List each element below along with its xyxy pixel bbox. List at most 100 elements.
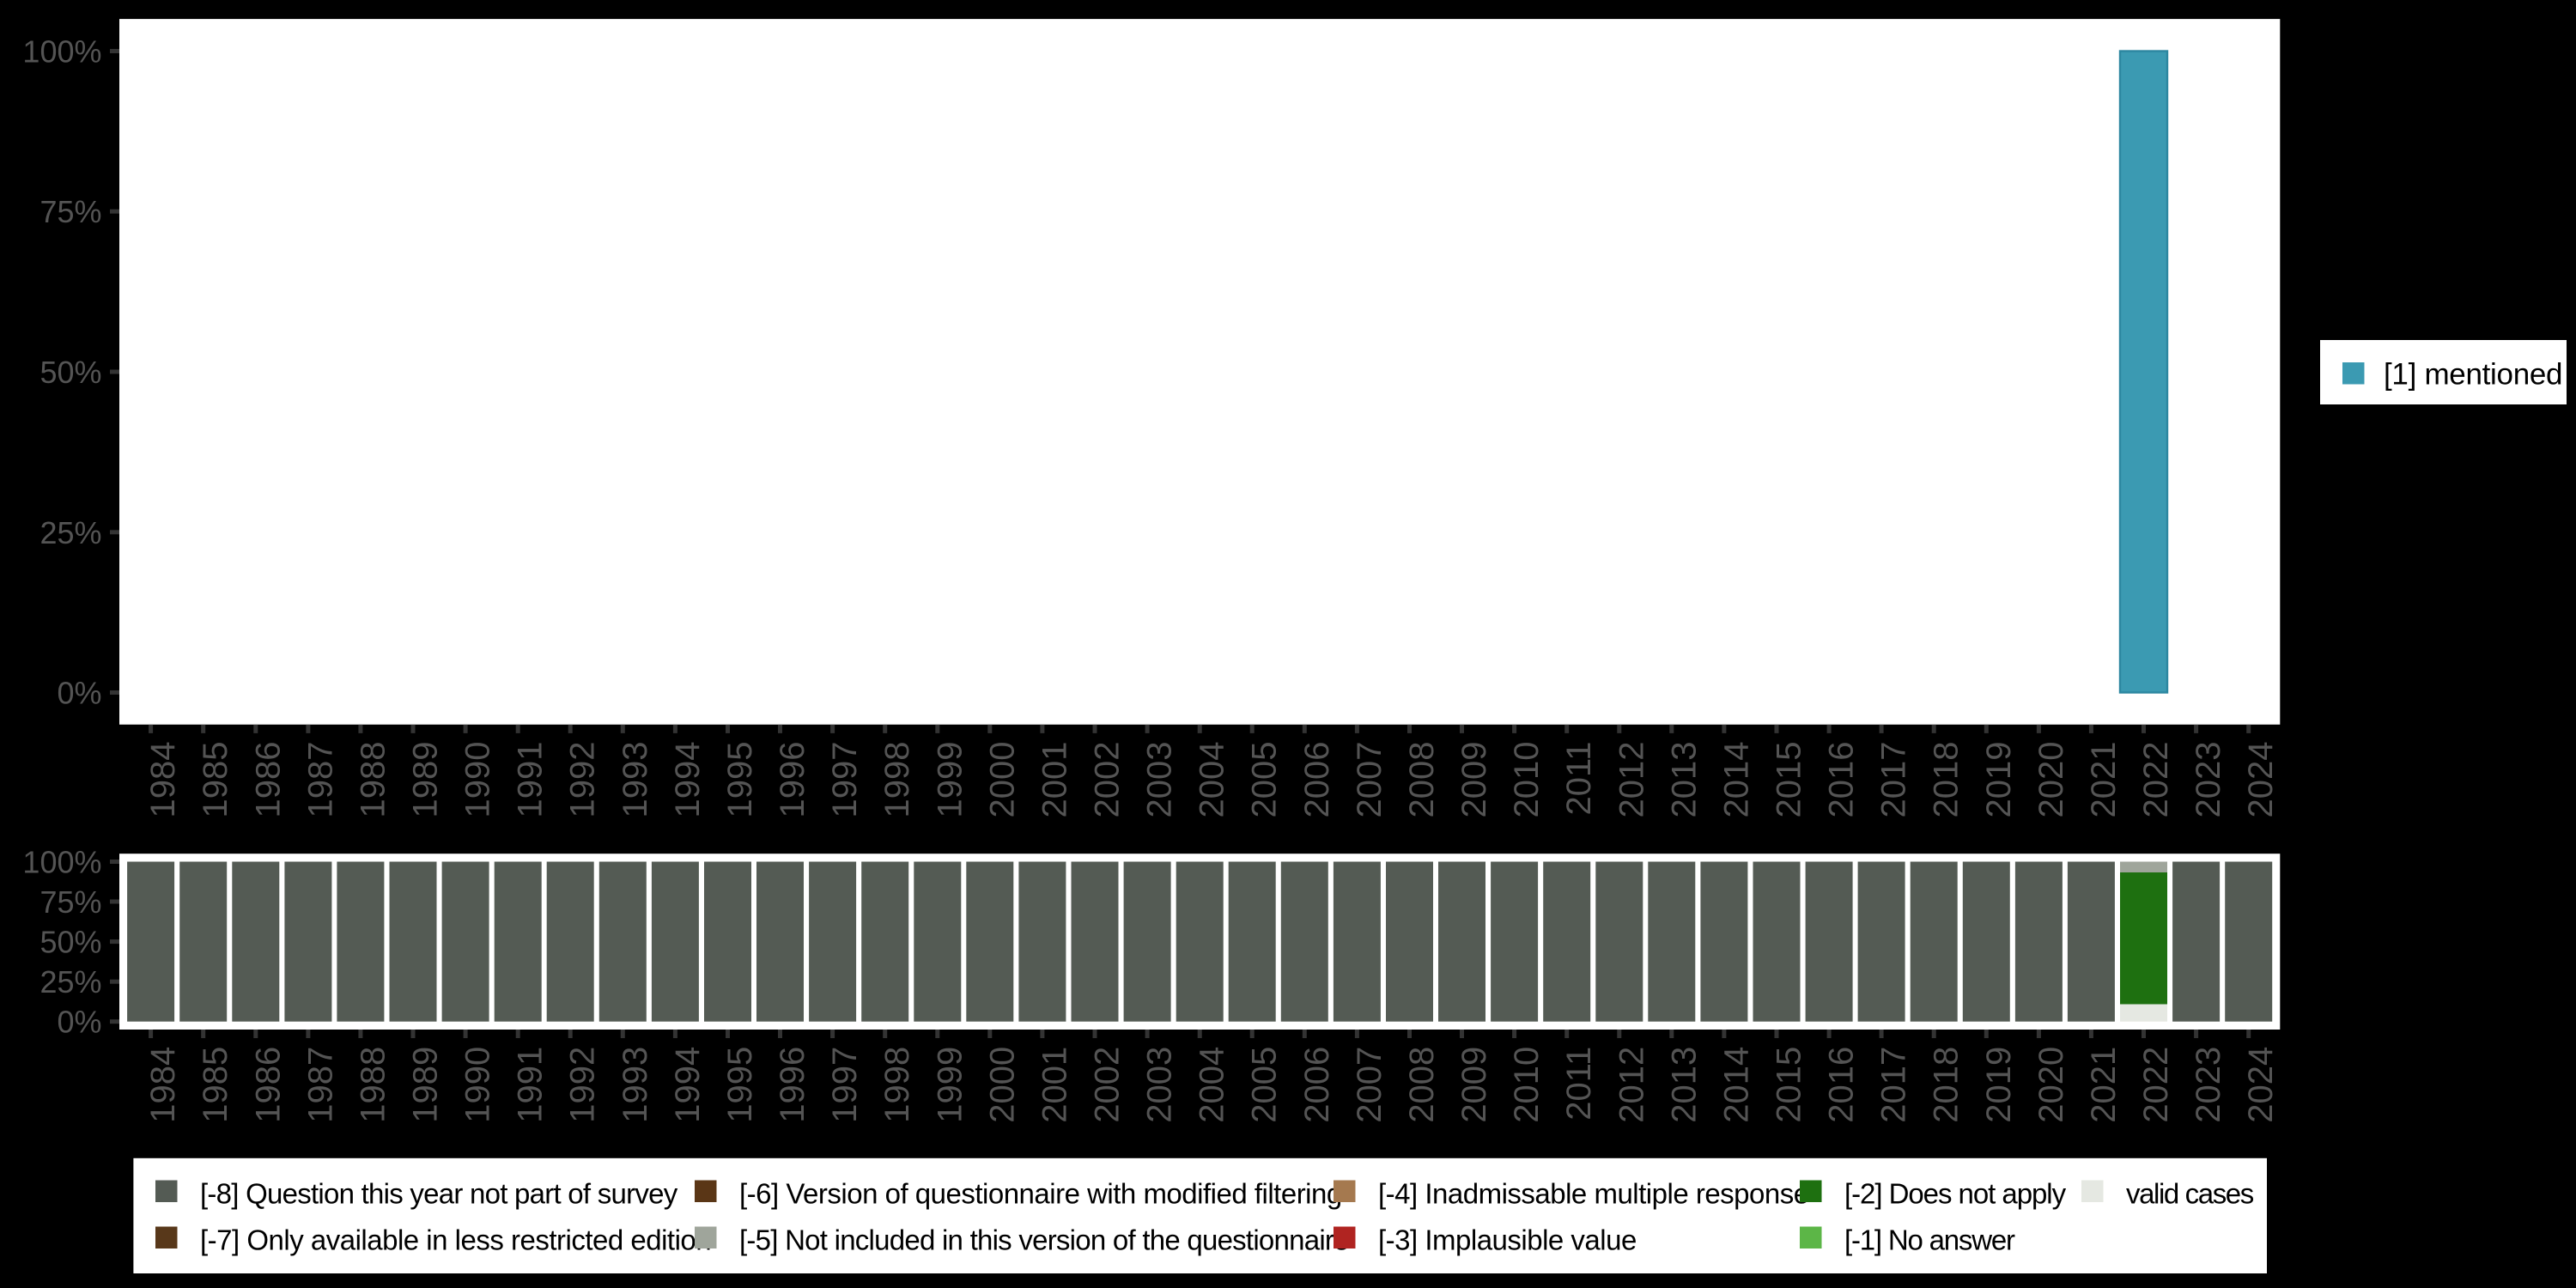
svg-text:[-2] Does not apply: [-2] Does not apply: [1844, 1178, 2067, 1210]
svg-text:valid cases: valid cases: [2126, 1178, 2254, 1210]
svg-text:2002: 2002: [1089, 742, 1127, 818]
svg-text:2001: 2001: [1036, 1047, 1073, 1123]
svg-text:2010: 2010: [1508, 742, 1546, 818]
svg-text:1985: 1985: [197, 1047, 234, 1123]
svg-text:0%: 0%: [57, 676, 101, 711]
svg-text:2008: 2008: [1403, 1047, 1441, 1123]
svg-text:2013: 2013: [1665, 1047, 1703, 1123]
svg-text:1989: 1989: [407, 742, 445, 818]
svg-text:1994: 1994: [669, 742, 707, 818]
svg-text:[-7] Only available in less re: [-7] Only available in less restricted e…: [200, 1224, 711, 1256]
svg-text:2021: 2021: [2085, 742, 2123, 818]
svg-text:75%: 75%: [39, 884, 101, 920]
svg-text:2024: 2024: [2242, 1047, 2280, 1123]
svg-text:2014: 2014: [1717, 741, 1755, 817]
svg-text:2004: 2004: [1194, 742, 1231, 818]
svg-text:50%: 50%: [39, 925, 101, 960]
svg-text:2000: 2000: [983, 1047, 1021, 1123]
svg-text:1984: 1984: [144, 1047, 182, 1123]
svg-text:1984: 1984: [144, 742, 182, 818]
svg-text:1999: 1999: [931, 742, 969, 818]
svg-text:2006: 2006: [1298, 1047, 1336, 1123]
svg-text:1986: 1986: [249, 742, 287, 818]
svg-text:2012: 2012: [1613, 742, 1650, 818]
svg-text:1995: 1995: [721, 742, 759, 818]
svg-text:2016: 2016: [1823, 1047, 1861, 1123]
svg-text:25%: 25%: [39, 964, 101, 999]
svg-text:[-1] No answer: [-1] No answer: [1844, 1224, 2015, 1256]
svg-text:25%: 25%: [39, 515, 101, 550]
svg-text:2015: 2015: [1771, 1047, 1808, 1123]
svg-text:2019: 2019: [1980, 1047, 2018, 1123]
svg-text:[-6] Version of questionnaire: [-6] Version of questionnaire with modif…: [739, 1178, 1342, 1210]
svg-text:2006: 2006: [1298, 742, 1336, 818]
svg-text:1997: 1997: [826, 742, 864, 818]
svg-text:2012: 2012: [1613, 1047, 1650, 1123]
svg-text:[-4] Inadmissable multiple res: [-4] Inadmissable multiple response: [1378, 1178, 1809, 1210]
svg-text:1994: 1994: [669, 1047, 707, 1123]
svg-text:1985: 1985: [197, 742, 234, 818]
svg-text:2008: 2008: [1403, 742, 1441, 818]
svg-text:2021: 2021: [2085, 1047, 2123, 1123]
svg-text:1993: 1993: [617, 1047, 654, 1123]
svg-text:1987: 1987: [301, 1047, 339, 1123]
svg-text:2024: 2024: [2242, 742, 2280, 818]
svg-text:[-8] Question this year not pa: [-8] Question this year not part of surv…: [200, 1178, 678, 1210]
svg-text:2001: 2001: [1036, 742, 1073, 818]
svg-text:2020: 2020: [2032, 1047, 2070, 1123]
svg-text:2007: 2007: [1351, 742, 1388, 818]
svg-text:1988: 1988: [354, 742, 392, 818]
svg-text:1990: 1990: [459, 742, 497, 818]
svg-text:[1] mentioned: [1] mentioned: [2384, 358, 2562, 392]
svg-text:1995: 1995: [721, 1047, 759, 1123]
svg-text:2022: 2022: [2137, 742, 2175, 818]
svg-text:1998: 1998: [878, 1047, 916, 1123]
svg-text:50%: 50%: [39, 355, 101, 390]
svg-text:1999: 1999: [931, 1047, 969, 1123]
svg-text:1991: 1991: [512, 1047, 550, 1123]
svg-text:2002: 2002: [1089, 1047, 1127, 1123]
svg-text:2015: 2015: [1771, 742, 1808, 818]
svg-text:100%: 100%: [22, 34, 101, 70]
svg-text:1996: 1996: [774, 742, 811, 818]
svg-text:2018: 2018: [1928, 1047, 1965, 1123]
svg-text:1986: 1986: [249, 1047, 287, 1123]
svg-text:1993: 1993: [617, 742, 654, 818]
svg-text:1997: 1997: [826, 1047, 864, 1123]
svg-text:2017: 2017: [1875, 1047, 1913, 1123]
svg-text:[-3] Implausible value: [-3] Implausible value: [1378, 1224, 1637, 1256]
svg-text:2004: 2004: [1194, 1047, 1231, 1123]
svg-text:2013: 2013: [1665, 742, 1703, 818]
svg-text:1987: 1987: [301, 742, 339, 818]
svg-text:2023: 2023: [2190, 742, 2227, 818]
svg-text:2003: 2003: [1141, 1047, 1179, 1123]
svg-text:2020: 2020: [2032, 742, 2070, 818]
svg-text:75%: 75%: [39, 194, 101, 229]
svg-text:2009: 2009: [1455, 1047, 1493, 1123]
svg-text:2010: 2010: [1508, 1047, 1546, 1123]
svg-text:2017: 2017: [1875, 742, 1913, 818]
svg-text:0%: 0%: [57, 1005, 101, 1040]
svg-text:2018: 2018: [1928, 742, 1965, 818]
svg-text:1992: 1992: [564, 1047, 602, 1123]
svg-text:1996: 1996: [774, 1047, 811, 1123]
svg-text:1992: 1992: [564, 742, 602, 818]
svg-text:2009: 2009: [1455, 742, 1493, 818]
svg-text:2014: 2014: [1717, 1047, 1755, 1123]
svg-text:2007: 2007: [1351, 1047, 1388, 1123]
svg-text:1998: 1998: [878, 742, 916, 818]
svg-text:2000: 2000: [983, 742, 1021, 818]
svg-text:1988: 1988: [354, 1047, 392, 1123]
svg-text:[-5] Not included in this vers: [-5] Not included in this version of the…: [739, 1224, 1349, 1256]
svg-text:100%: 100%: [22, 845, 101, 880]
svg-text:2011: 2011: [1560, 1047, 1598, 1121]
svg-text:2005: 2005: [1246, 1047, 1284, 1123]
svg-text:2022: 2022: [2137, 1047, 2175, 1123]
svg-text:2016: 2016: [1823, 742, 1861, 818]
svg-text:1991: 1991: [512, 742, 550, 818]
svg-text:2005: 2005: [1246, 742, 1284, 818]
svg-text:2003: 2003: [1141, 742, 1179, 818]
svg-text:1990: 1990: [459, 1047, 497, 1123]
svg-text:1989: 1989: [407, 1047, 445, 1123]
svg-text:2023: 2023: [2190, 1047, 2227, 1123]
